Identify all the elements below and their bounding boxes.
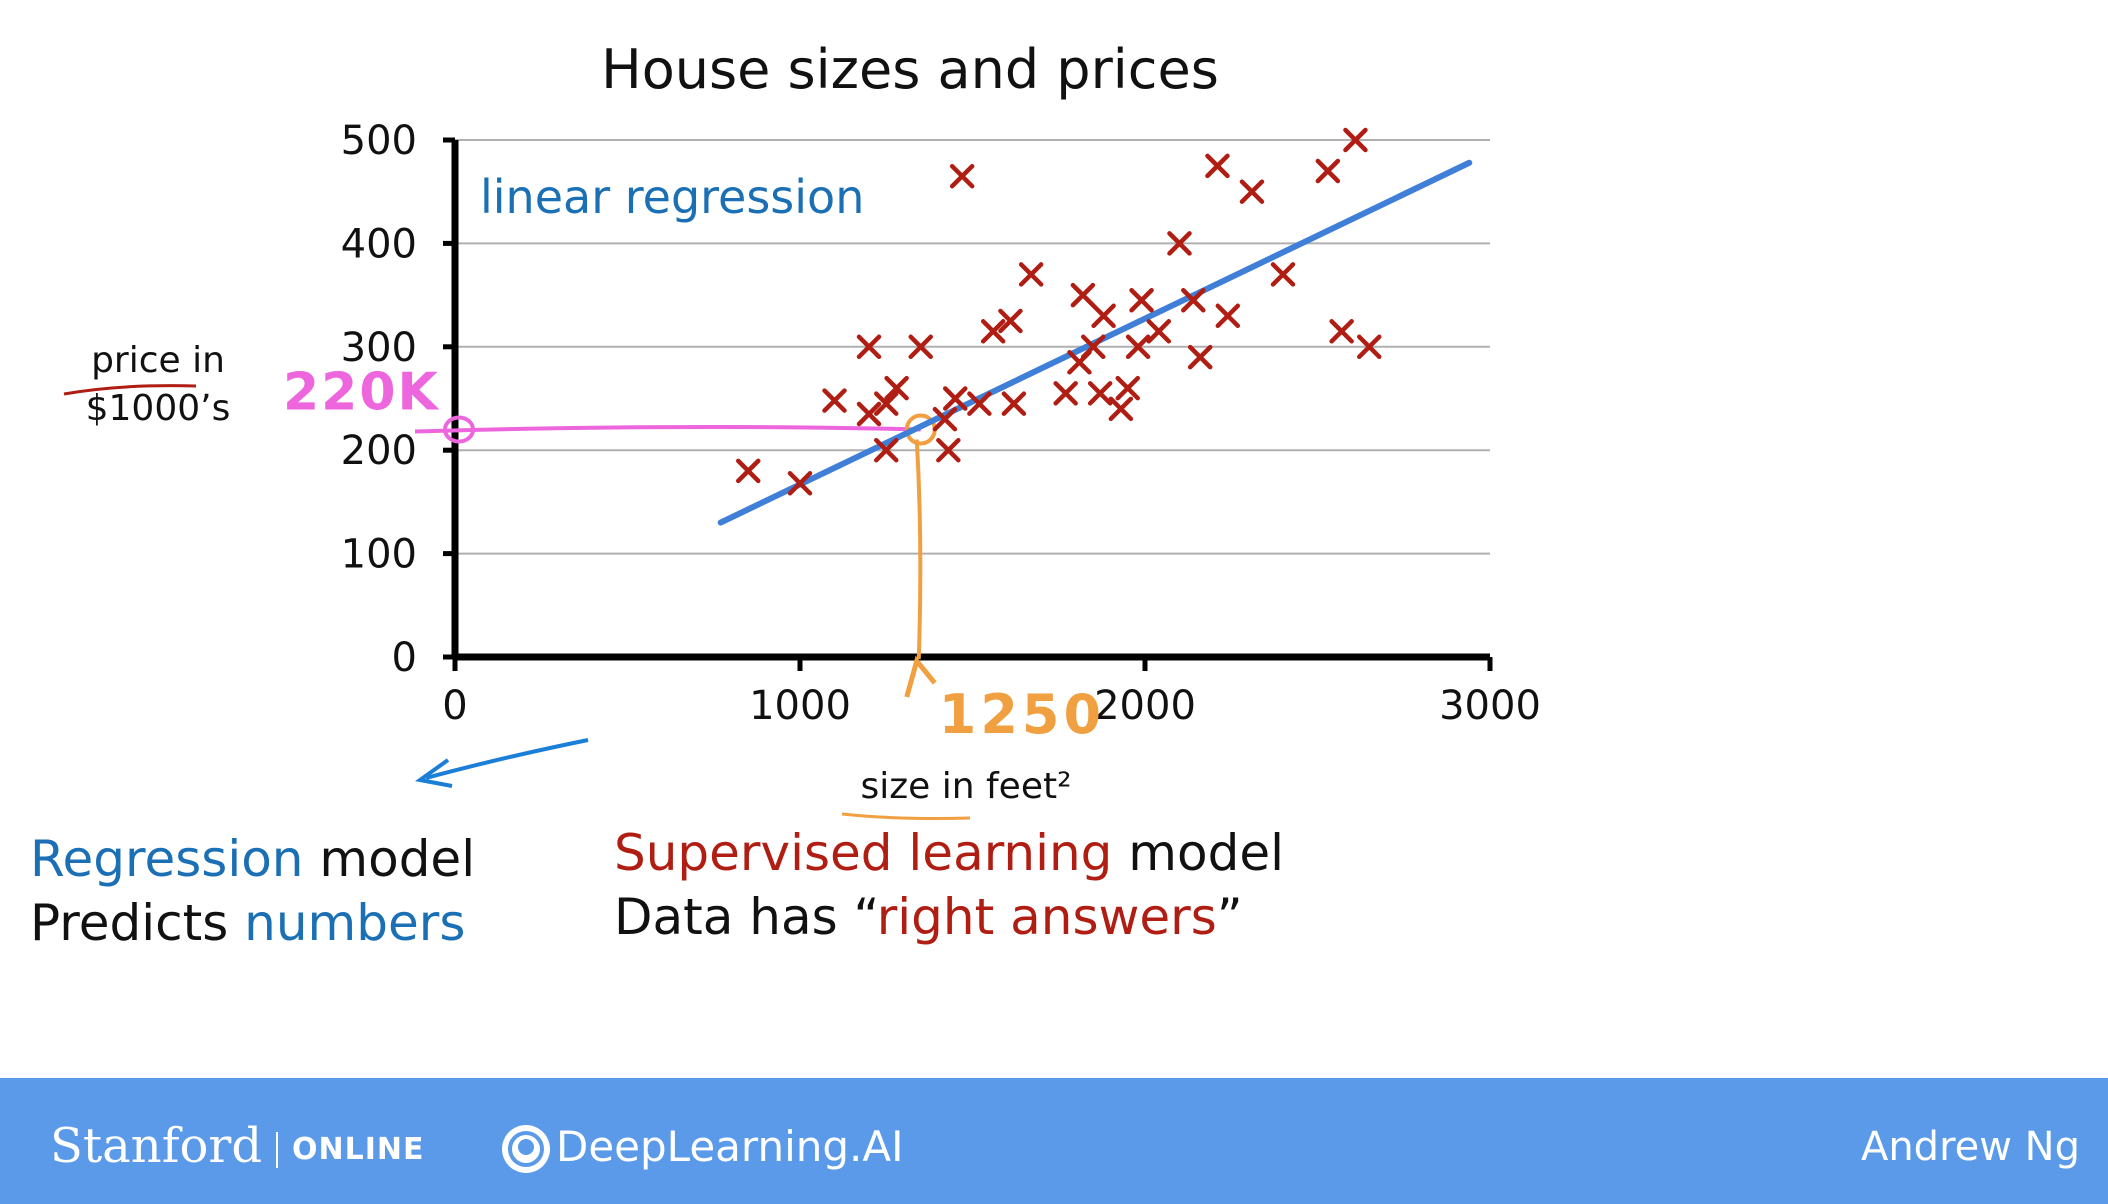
scatter-chart: House sizes and prices 01002003004005000… [63, 38, 1541, 820]
note-right-answers: Data has “right answers” [614, 888, 1243, 946]
size-annotation-label: 1250 [939, 683, 1105, 746]
data-point-26 [1125, 334, 1151, 360]
note-model-word: model [303, 830, 476, 888]
grid-lines [455, 139, 1490, 555]
stanford-logo: Stanford [50, 1118, 263, 1174]
note-predicts-word: Predicts [30, 894, 245, 952]
data-point-4 [856, 401, 882, 427]
data-point-2 [822, 388, 847, 413]
x-tick-label-1000: 1000 [749, 683, 851, 729]
note-predicts-numbers: Predicts numbers [30, 894, 465, 952]
data-point-17 [1018, 262, 1044, 287]
author-name: Andrew Ng [1860, 1124, 2080, 1170]
data-point-38 [1343, 127, 1368, 153]
data-point-24 [1108, 396, 1134, 422]
data-point-34 [1239, 179, 1265, 204]
y-tick-label-300: 300 [341, 325, 417, 371]
data-point-11 [943, 386, 968, 411]
data-point-20 [1070, 282, 1096, 308]
data-point-36 [1315, 158, 1341, 184]
deeplearning-logo-text: DeepLearning.AI [556, 1122, 904, 1171]
data-point-13 [967, 391, 992, 416]
data-point-32 [1205, 153, 1230, 179]
data-point-3 [856, 334, 882, 360]
data-point-15 [998, 308, 1023, 334]
data-point-14 [980, 319, 1006, 344]
data-point-0 [736, 458, 761, 484]
deeplearning-logo-icon [502, 1125, 550, 1173]
data-point-12 [949, 163, 975, 189]
data-point-31 [1187, 344, 1213, 370]
note-right-answers-words: right answers [876, 888, 1217, 946]
data-point-6 [874, 437, 899, 463]
note-numbers-word: numbers [244, 894, 466, 952]
chart-title: House sizes and prices [601, 38, 1219, 101]
price-axis-marker [443, 415, 475, 444]
data-point-28 [1146, 319, 1172, 344]
note-supervised-words: Supervised learning [614, 824, 1113, 882]
note-regression-model: Regression model [30, 830, 475, 888]
note-supervised-learning: Supervised learning model [614, 824, 1284, 882]
x-tick-label-0: 0 [442, 683, 467, 729]
x-label-underline [841, 812, 971, 820]
data-point-37 [1329, 319, 1354, 344]
price-guide-line [414, 424, 921, 434]
data-point-29 [1167, 231, 1192, 256]
prediction-annotations: 220K 1250 [283, 363, 1105, 746]
data-point-25 [1115, 375, 1140, 401]
data-point-8 [908, 334, 933, 360]
data-point-5 [874, 391, 899, 416]
axes [443, 137, 1493, 671]
data-point-27 [1129, 288, 1154, 313]
note-close-quote: ” [1216, 888, 1243, 946]
y-tick-label-100: 100 [341, 532, 417, 578]
regression-line-label: linear regression [480, 170, 864, 224]
arrow-to-origin-head [415, 758, 453, 788]
note-regression-word: Regression [30, 830, 304, 888]
x-axis-label: size in feet² [860, 766, 1071, 807]
data-point-21 [1081, 334, 1106, 360]
data-point-23 [1091, 303, 1116, 329]
y-axis-label-line1: price in [91, 340, 225, 381]
y-axis-label-line2: $1000’s [86, 388, 231, 429]
data-point-30 [1181, 288, 1206, 313]
data-point-9 [932, 406, 958, 432]
data-point-10 [936, 437, 961, 463]
data-point-18 [1053, 381, 1078, 406]
y-tick-label-400: 400 [341, 221, 417, 267]
data-point-22 [1087, 381, 1113, 406]
price-annotation-label: 220K [283, 363, 440, 423]
footer-bar [0, 1078, 2108, 1204]
data-point-39 [1357, 334, 1382, 360]
note-data-has: Data has “ [614, 888, 877, 946]
data-points [736, 127, 1382, 496]
arrow-to-origin [425, 738, 589, 780]
data-point-16 [1001, 391, 1027, 416]
y-tick-label-200: 200 [341, 428, 417, 474]
data-point-35 [1270, 262, 1296, 287]
note-model-word-2: model [1112, 824, 1284, 882]
y-label-underline [63, 384, 197, 396]
x-tick-label-3000: 3000 [1439, 683, 1541, 729]
size-guide-line [914, 439, 923, 660]
data-point-1 [787, 471, 813, 496]
size-arrow-head [904, 655, 937, 698]
y-tick-label-0: 0 [392, 635, 417, 681]
y-tick-label-500: 500 [341, 118, 417, 164]
x-tick-label-2000: 2000 [1094, 683, 1196, 729]
online-label: ONLINE [276, 1132, 425, 1168]
data-point-7 [884, 375, 909, 401]
tick-labels: 0 100 200 300 400 500 0 1000 2000 3000 [341, 118, 1541, 729]
data-point-33 [1215, 303, 1241, 329]
